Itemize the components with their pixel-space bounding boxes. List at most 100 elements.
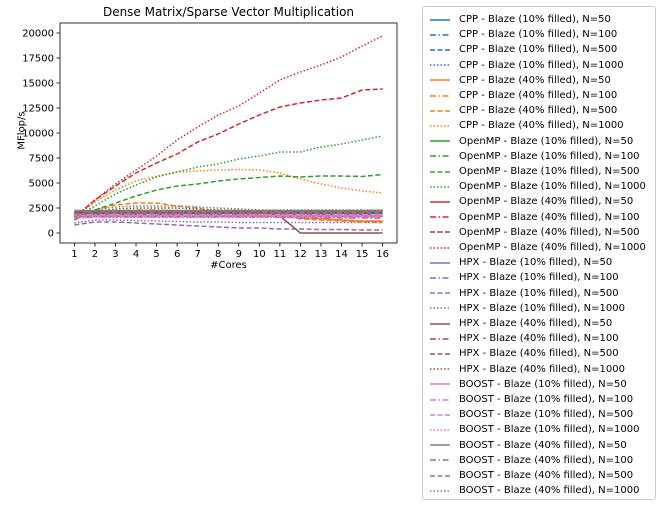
series-line-20 [74, 219, 383, 224]
legend-item: OpenMP - Blaze (40% filled), N=100 [429, 210, 640, 225]
legend-swatch [430, 64, 450, 66]
legend-label: OpenMP - Blaze (10% filled), N=500 [459, 166, 640, 177]
legend-item: HPX - Blaze (40% filled), N=500 [429, 346, 619, 361]
x-tick-label: 15 [356, 249, 369, 260]
legend-label: BOOST - Blaze (40% filled), N=1000 [459, 485, 640, 497]
legend-item: CPP - Blaze (40% filled), N=500 [429, 103, 617, 118]
legend-label: OpenMP - Blaze (40% filled), N=100 [459, 211, 640, 223]
legend-swatch [430, 322, 450, 325]
legend-item: OpenMP - Blaze (10% filled), N=100 [429, 149, 640, 164]
legend-swatch [430, 246, 450, 249]
legend-swatch [430, 474, 450, 477]
x-tick-label: 14 [335, 249, 348, 260]
legend-label: HPX - Blaze (10% filled), N=50 [459, 257, 613, 269]
legend-item: OpenMP - Blaze (40% filled), N=1000 [429, 240, 646, 255]
legend-label: BOOST - Blaze (10% filled), N=500 [459, 409, 634, 421]
legend-label: BOOST - Blaze (40% filled), N=100 [459, 454, 634, 466]
legend-label: OpenMP - Blaze (10% filled), N=50 [459, 135, 634, 147]
legend-item: OpenMP - Blaze (40% filled), N=500 [429, 225, 640, 240]
y-tick-label: 2500 [29, 204, 54, 215]
legend-label: CPP - Blaze (40% filled), N=100 [459, 90, 618, 101]
legend-label: BOOST - Blaze (40% filled), N=50 [459, 439, 627, 451]
legend-label: BOOST - Blaze (10% filled), N=100 [459, 394, 634, 405]
x-tick-label: 2 [92, 249, 98, 260]
x-tick-label: 1 [71, 249, 77, 260]
legend-swatch [430, 49, 450, 51]
y-tick-label: 10000 [22, 129, 54, 140]
legend-item: HPX - Blaze (40% filled), N=100 [429, 331, 619, 346]
legend-swatch [430, 18, 450, 21]
legend-item: BOOST - Blaze (10% filled), N=1000 [429, 422, 639, 437]
legend-label: BOOST - Blaze (40% filled), N=500 [459, 470, 634, 481]
legend-label: CPP - Blaze (10% filled), N=50 [459, 14, 611, 25]
series-line-12 [74, 135, 383, 219]
legend-item: BOOST - Blaze (10% filled), N=50 [429, 377, 627, 392]
legend-label: CPP - Blaze (40% filled), N=50 [459, 74, 611, 86]
legend-swatch [430, 231, 450, 234]
legend-label: CPP - Blaze (10% filled), N=500 [459, 44, 618, 56]
legend-swatch [430, 155, 450, 158]
legend-item: CPP - Blaze (10% filled), N=50 [429, 12, 611, 27]
x-tick-label: 8 [215, 249, 221, 260]
legend-label: HPX - Blaze (40% filled), N=50 [459, 318, 613, 329]
legend-item: HPX - Blaze (40% filled), N=50 [429, 316, 612, 331]
legend-item: OpenMP - Blaze (10% filled), N=50 [429, 134, 633, 149]
legend-item: CPP - Blaze (10% filled), N=1000 [429, 58, 624, 73]
x-axis-label: #Cores [210, 260, 247, 271]
legend-item: CPP - Blaze (40% filled), N=1000 [429, 118, 624, 133]
legend-label: OpenMP - Blaze (10% filled), N=1000 [459, 181, 646, 193]
series-line-11 [74, 173, 383, 221]
x-tick-label: 11 [274, 249, 287, 260]
legend-swatch [430, 459, 450, 462]
legend-label: OpenMP - Blaze (10% filled), N=100 [459, 150, 640, 162]
legend-swatch [430, 337, 450, 340]
legend-item: HPX - Blaze (10% filled), N=100 [429, 270, 619, 285]
legend-item: CPP - Blaze (10% filled), N=500 [429, 42, 617, 57]
legend-label: OpenMP - Blaze (40% filled), N=500 [459, 226, 640, 238]
legend-label: HPX - Blaze (40% filled), N=1000 [459, 363, 625, 375]
legend-item: CPP - Blaze (10% filled), N=100 [429, 27, 617, 42]
y-tick-label: 20000 [22, 29, 54, 40]
legend-item: OpenMP - Blaze (10% filled), N=1000 [429, 179, 646, 194]
series-line-19 [74, 221, 383, 231]
x-tick-label: 12 [294, 249, 307, 260]
legend-label: HPX - Blaze (40% filled), N=500 [459, 348, 619, 360]
y-axis-label: MFlop/s [16, 111, 28, 150]
y-tick-label: 15000 [22, 79, 54, 90]
legend-item: BOOST - Blaze (40% filled), N=50 [429, 438, 627, 453]
series-line-27 [74, 215, 383, 218]
series-line-7 [74, 202, 383, 224]
legend-swatch [430, 185, 450, 188]
x-tick-label: 7 [194, 249, 200, 260]
legend-label: CPP - Blaze (10% filled), N=1000 [459, 59, 624, 71]
x-tick-label: 10 [253, 249, 266, 260]
legend-item: OpenMP - Blaze (40% filled), N=50 [429, 194, 633, 209]
legend-label: CPP - Blaze (40% filled), N=500 [459, 105, 618, 117]
legend-swatch [430, 383, 450, 386]
legend-item: BOOST - Blaze (40% filled), N=1000 [429, 483, 639, 498]
legend-swatch [430, 413, 450, 416]
legend-swatch [430, 444, 450, 446]
legend-swatch [430, 398, 450, 401]
legend-swatch [430, 489, 450, 492]
chart-title: Dense Matrix/Sparse Vector Multiplicatio… [102, 5, 355, 19]
legend-label: OpenMP - Blaze (40% filled), N=50 [459, 196, 634, 208]
legend-swatch [430, 170, 450, 173]
legend-label: HPX - Blaze (10% filled), N=500 [459, 287, 619, 299]
series-line-31 [74, 212, 383, 215]
legend-swatch [430, 353, 450, 355]
legend-item: BOOST - Blaze (40% filled), N=100 [429, 453, 633, 468]
x-tick-label: 4 [133, 249, 139, 260]
legend-swatch [430, 109, 450, 112]
legend: CPP - Blaze (10% filled), N=50 CPP - Blaz… [422, 6, 656, 500]
legend-swatch [430, 277, 450, 279]
x-tick-label: 6 [174, 249, 180, 260]
legend-swatch [430, 261, 450, 264]
legend-item: HPX - Blaze (10% filled), N=1000 [429, 301, 625, 316]
x-tick-label: 5 [153, 249, 159, 260]
series-line-16 [73, 35, 383, 218]
legend-item: CPP - Blaze (40% filled), N=50 [429, 73, 611, 88]
series-line-8 [73, 168, 383, 218]
